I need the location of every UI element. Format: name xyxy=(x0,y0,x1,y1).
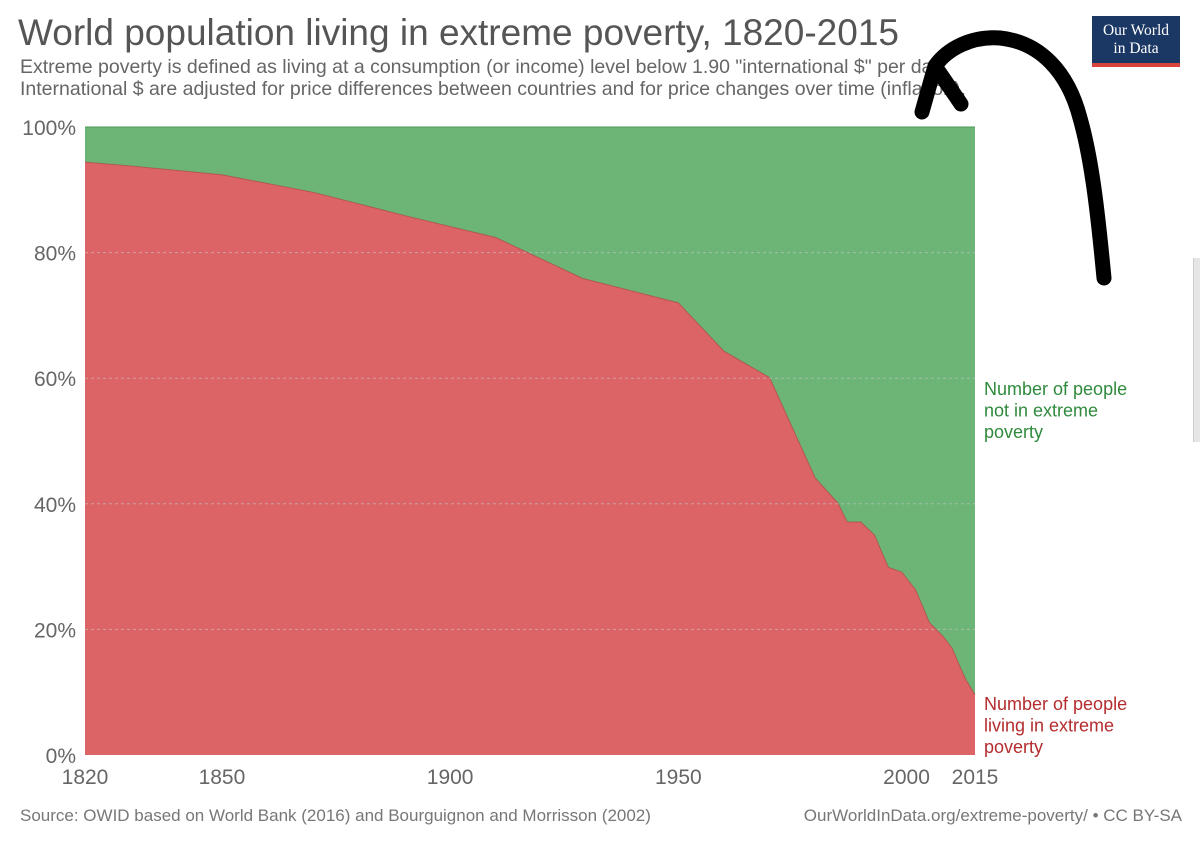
chart-subtitle-line1: Extreme poverty is defined as living at … xyxy=(20,56,947,78)
legend-not-in-poverty-line-3: poverty xyxy=(984,422,1043,442)
scrollbar-edge[interactable] xyxy=(1193,258,1200,442)
y-tick-label-40: 40% xyxy=(34,494,76,517)
owid-logo[interactable]: Our World in Data xyxy=(1092,16,1180,67)
y-tick-label-0: 0% xyxy=(46,745,76,768)
y-axis-ticks: 0% 20% 40% 60% 80% 100% xyxy=(22,117,76,768)
y-tick-label-80: 80% xyxy=(34,243,76,266)
legend-extreme-poverty-line-1: Number of people xyxy=(984,694,1127,714)
chart-subtitle-line2: International $ are adjusted for price d… xyxy=(20,78,966,100)
chart-legend: Number of people not in extreme povertyNum… xyxy=(984,379,1127,757)
y-tick-label-100: 100% xyxy=(22,117,76,140)
legend-not-in-poverty-line-2: not in extreme xyxy=(984,401,1098,421)
chart-areas xyxy=(84,126,976,756)
y-tick-label-60: 60% xyxy=(34,368,76,391)
legend-extreme-poverty-line-2: living in extreme xyxy=(984,716,1114,736)
y-tick-label-20: 20% xyxy=(34,619,76,642)
poverty-boundary-line xyxy=(84,161,976,695)
x-tick-label-1900: 1900 xyxy=(427,766,474,789)
x-tick-label-2015: 2015 xyxy=(952,766,999,789)
chart-title: World population living in extreme pover… xyxy=(18,12,899,53)
area-extreme-poverty xyxy=(85,162,975,756)
x-tick-label-2000: 2000 xyxy=(883,766,930,789)
legend-not-in-poverty-line-1: Number of people xyxy=(984,379,1127,399)
x-tick-label-1820: 1820 xyxy=(62,766,109,789)
logo-line2: in Data xyxy=(1113,40,1159,57)
legend-not-in-poverty: Number of people not in extreme poverty xyxy=(984,379,1127,442)
annotation-arrow xyxy=(914,30,1112,286)
area-not-in-poverty xyxy=(85,127,975,695)
source-note: Source: OWID based on World Bank (2016) … xyxy=(20,806,651,825)
x-tick-label-1850: 1850 xyxy=(199,766,246,789)
legend-extreme-poverty-line-3: poverty xyxy=(984,737,1043,757)
legend-extreme-poverty: Number of people living in extreme poverty xyxy=(984,694,1127,757)
license-link[interactable]: OurWorldInData.org/extreme-poverty/ • CC… xyxy=(803,806,1182,825)
x-tick-label-1950: 1950 xyxy=(655,766,702,789)
chart-gridlines xyxy=(85,252,975,630)
logo-line1: Our World xyxy=(1102,22,1170,39)
x-axis-ticks: 1820 1850 1900 1950 2000 2015 xyxy=(62,766,999,789)
logo-accent-bar xyxy=(1092,63,1180,67)
